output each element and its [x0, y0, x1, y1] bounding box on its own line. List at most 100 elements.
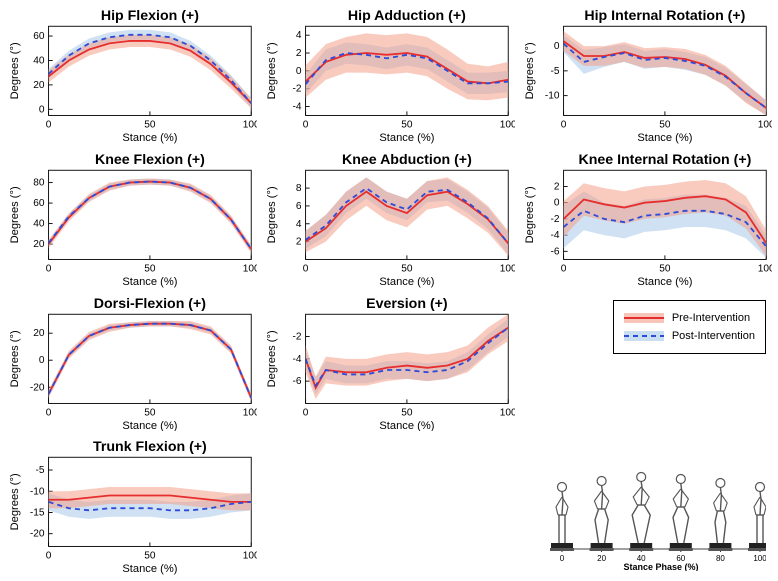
svg-text:100: 100 [500, 407, 515, 418]
empty-cell [263, 437, 514, 575]
svg-text:100: 100 [500, 120, 515, 131]
svg-text:-15: -15 [30, 508, 45, 519]
chart-grid: 0204060050100Stance (%)Degrees (°)Hip Fl… [0, 0, 778, 581]
svg-text:Stance (%): Stance (%) [380, 132, 435, 144]
chart-hip-flexion: 0204060050100Stance (%)Degrees (°)Hip Fl… [6, 6, 257, 144]
svg-text:-5: -5 [36, 465, 45, 476]
chart-knee-flexion: 20406080050100Stance (%)Degrees (°)Knee … [6, 150, 257, 288]
legend-item: Pre-Intervention [624, 309, 755, 327]
svg-text:100: 100 [243, 407, 258, 418]
svg-text:Dorsi-Flexion (+): Dorsi-Flexion (+) [94, 296, 206, 312]
svg-text:50: 50 [402, 263, 414, 274]
empty-cell: 020406080100Stance Phase (%) [521, 437, 772, 575]
svg-text:0: 0 [39, 355, 45, 366]
svg-text:50: 50 [144, 407, 156, 418]
chart-dorsi-flexion: -20 0 20 0 50 100 Stance (%) Degrees (°) Dorsi-F… [6, 294, 257, 432]
svg-text:0: 0 [303, 263, 309, 274]
svg-text:0: 0 [46, 551, 52, 562]
svg-text:2: 2 [554, 181, 560, 192]
svg-text:100: 100 [243, 551, 258, 562]
svg-text:Stance (%): Stance (%) [122, 419, 177, 431]
stance-phase-illustration: 020406080100Stance Phase (%) [546, 461, 766, 571]
svg-text:-10: -10 [30, 487, 45, 498]
svg-text:50: 50 [402, 407, 414, 418]
svg-text:50: 50 [144, 551, 156, 562]
svg-text:-6: -6 [293, 376, 302, 387]
svg-text:Stance Phase (%): Stance Phase (%) [623, 562, 698, 571]
chart-knee-abduction: 2468050100Stance (%)Degrees (°)Knee Abdu… [263, 150, 514, 288]
svg-text:Trunk Flexion (+): Trunk Flexion (+) [93, 440, 207, 456]
svg-text:Knee Flexion (+): Knee Flexion (+) [95, 152, 205, 168]
svg-text:Stance (%): Stance (%) [380, 419, 435, 431]
svg-text:0: 0 [560, 120, 566, 131]
svg-text:100: 100 [753, 554, 766, 563]
svg-text:Knee Abduction (+): Knee Abduction (+) [342, 152, 472, 168]
svg-text:Degrees (°): Degrees (°) [266, 186, 278, 243]
svg-text:0: 0 [554, 198, 560, 209]
svg-text:Hip Flexion (+): Hip Flexion (+) [101, 8, 199, 24]
svg-text:Hip Adduction (+): Hip Adduction (+) [348, 8, 466, 24]
empty-cell: Pre-Intervention Post-Intervention [521, 294, 772, 432]
svg-text:Stance (%): Stance (%) [122, 563, 177, 575]
svg-text:60: 60 [33, 31, 45, 42]
chart-hip-adduction: -4-2024050100Stance (%)Degrees (°)Hip Ad… [263, 6, 514, 144]
svg-text:Degrees (°): Degrees (°) [266, 42, 278, 99]
svg-text:Degrees (°): Degrees (°) [9, 42, 21, 99]
svg-text:-2: -2 [293, 331, 302, 342]
svg-text:0: 0 [46, 407, 52, 418]
svg-text:Knee Internal Rotation (+): Knee Internal Rotation (+) [578, 152, 751, 168]
svg-text:40: 40 [33, 56, 45, 67]
svg-text:Stance (%): Stance (%) [122, 276, 177, 288]
svg-text:20: 20 [33, 328, 45, 339]
svg-text:4: 4 [296, 219, 302, 230]
svg-text:2: 2 [296, 236, 302, 247]
svg-text:8: 8 [296, 183, 302, 194]
svg-text:100: 100 [243, 120, 258, 131]
svg-text:100: 100 [500, 263, 515, 274]
svg-text:0: 0 [303, 120, 309, 131]
chart-hip-internal: -10-50050100Stance (%)Degrees (°)Hip Int… [521, 6, 772, 144]
legend-label: Post-Intervention [672, 330, 755, 342]
svg-text:-5: -5 [550, 66, 559, 77]
chart-knee-internal: -6-4-202050100Stance (%)Degrees (°)Knee … [521, 150, 772, 288]
svg-text:-20: -20 [30, 382, 45, 393]
svg-text:20: 20 [597, 554, 606, 563]
svg-text:Stance (%): Stance (%) [380, 276, 435, 288]
svg-text:-4: -4 [293, 354, 302, 365]
svg-text:0: 0 [46, 120, 52, 131]
svg-text:-6: -6 [550, 246, 559, 257]
svg-text:Stance (%): Stance (%) [637, 276, 692, 288]
svg-text:100: 100 [757, 120, 772, 131]
svg-text:40: 40 [33, 218, 45, 229]
svg-text:-10: -10 [545, 91, 560, 102]
svg-text:Eversion (+): Eversion (+) [366, 296, 448, 312]
svg-text:60: 60 [33, 198, 45, 209]
svg-text:50: 50 [144, 120, 156, 131]
svg-text:0: 0 [554, 41, 560, 52]
svg-text:2: 2 [296, 48, 302, 59]
svg-text:50: 50 [144, 263, 156, 274]
svg-text:Degrees (°): Degrees (°) [524, 186, 536, 243]
svg-text:0: 0 [560, 263, 566, 274]
svg-text:50: 50 [659, 263, 671, 274]
svg-text:20: 20 [33, 80, 45, 91]
legend-label: Pre-Intervention [672, 312, 750, 324]
svg-text:Degrees (°): Degrees (°) [9, 473, 21, 530]
svg-text:Hip Internal Rotation (+): Hip Internal Rotation (+) [584, 8, 745, 24]
svg-text:0: 0 [46, 263, 52, 274]
svg-text:80: 80 [33, 177, 45, 188]
chart-eversion: -6-4-2050100Stance (%)Degrees (°)Eversio… [263, 294, 514, 432]
svg-text:Stance (%): Stance (%) [637, 132, 692, 144]
svg-text:-2: -2 [293, 84, 302, 95]
svg-text:0: 0 [303, 407, 309, 418]
svg-text:0: 0 [296, 66, 302, 77]
svg-text:80: 80 [716, 554, 725, 563]
svg-text:0: 0 [560, 554, 565, 563]
svg-text:100: 100 [243, 263, 258, 274]
svg-text:Stance (%): Stance (%) [122, 132, 177, 144]
legend: Pre-Intervention Post-Intervention [613, 300, 766, 354]
chart-trunk-flexion: -20-15-10-5050100Stance (%)Degrees (°)Tr… [6, 437, 257, 575]
svg-text:Degrees (°): Degrees (°) [9, 330, 21, 387]
svg-text:-4: -4 [293, 102, 302, 113]
svg-text:50: 50 [659, 120, 671, 131]
